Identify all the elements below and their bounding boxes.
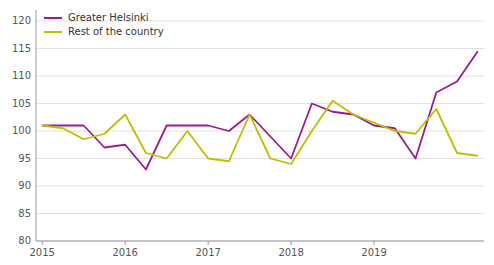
grid-line <box>36 103 484 104</box>
grid-line <box>36 213 484 214</box>
y-tick-label: 110 <box>12 70 31 81</box>
y-tick-label: 120 <box>12 15 31 26</box>
x-tick <box>42 241 43 245</box>
y-tick-label: 80 <box>18 235 31 246</box>
series-line <box>42 51 478 169</box>
grid-line <box>36 186 484 187</box>
x-tick-label: 2018 <box>278 247 303 258</box>
legend-swatch <box>44 17 62 19</box>
y-tick-label: 95 <box>18 153 31 164</box>
grid <box>36 21 484 241</box>
x-tick <box>208 241 209 245</box>
y-tick-label: 115 <box>12 43 31 54</box>
series-group <box>42 51 478 169</box>
axes: 80 85 90 95 100 105 110 115 120 2015 2016 2017 2018 2… <box>12 10 484 258</box>
grid-line <box>36 241 484 242</box>
y-tick-label: 85 <box>18 208 31 219</box>
y-tick-label: 100 <box>12 125 31 136</box>
x-tick-label: 2015 <box>29 247 54 258</box>
series-line <box>42 101 478 164</box>
x-tick <box>125 241 126 245</box>
y-tick-label: 105 <box>12 98 31 109</box>
legend-label: Greater Helsinki <box>68 12 149 23</box>
x-tick <box>291 241 292 245</box>
x-tick <box>374 241 375 245</box>
x-tick-label: 2017 <box>195 247 220 258</box>
grid-line <box>36 158 484 159</box>
y-tick-label: 90 <box>18 180 31 191</box>
x-tick-label: 2016 <box>112 247 137 258</box>
x-axis-line <box>36 241 484 242</box>
x-tick-label: 2019 <box>361 247 386 258</box>
grid-line <box>36 76 484 77</box>
chart: 80 85 90 95 100 105 110 115 120 2015 2016 2017 2018 2… <box>0 0 494 265</box>
legend-swatch <box>44 31 62 33</box>
legend-label: Rest of the country <box>68 26 164 37</box>
y-axis-line <box>36 10 37 241</box>
grid-line <box>36 48 484 49</box>
legend: Greater Helsinki Rest of the country <box>44 12 164 37</box>
